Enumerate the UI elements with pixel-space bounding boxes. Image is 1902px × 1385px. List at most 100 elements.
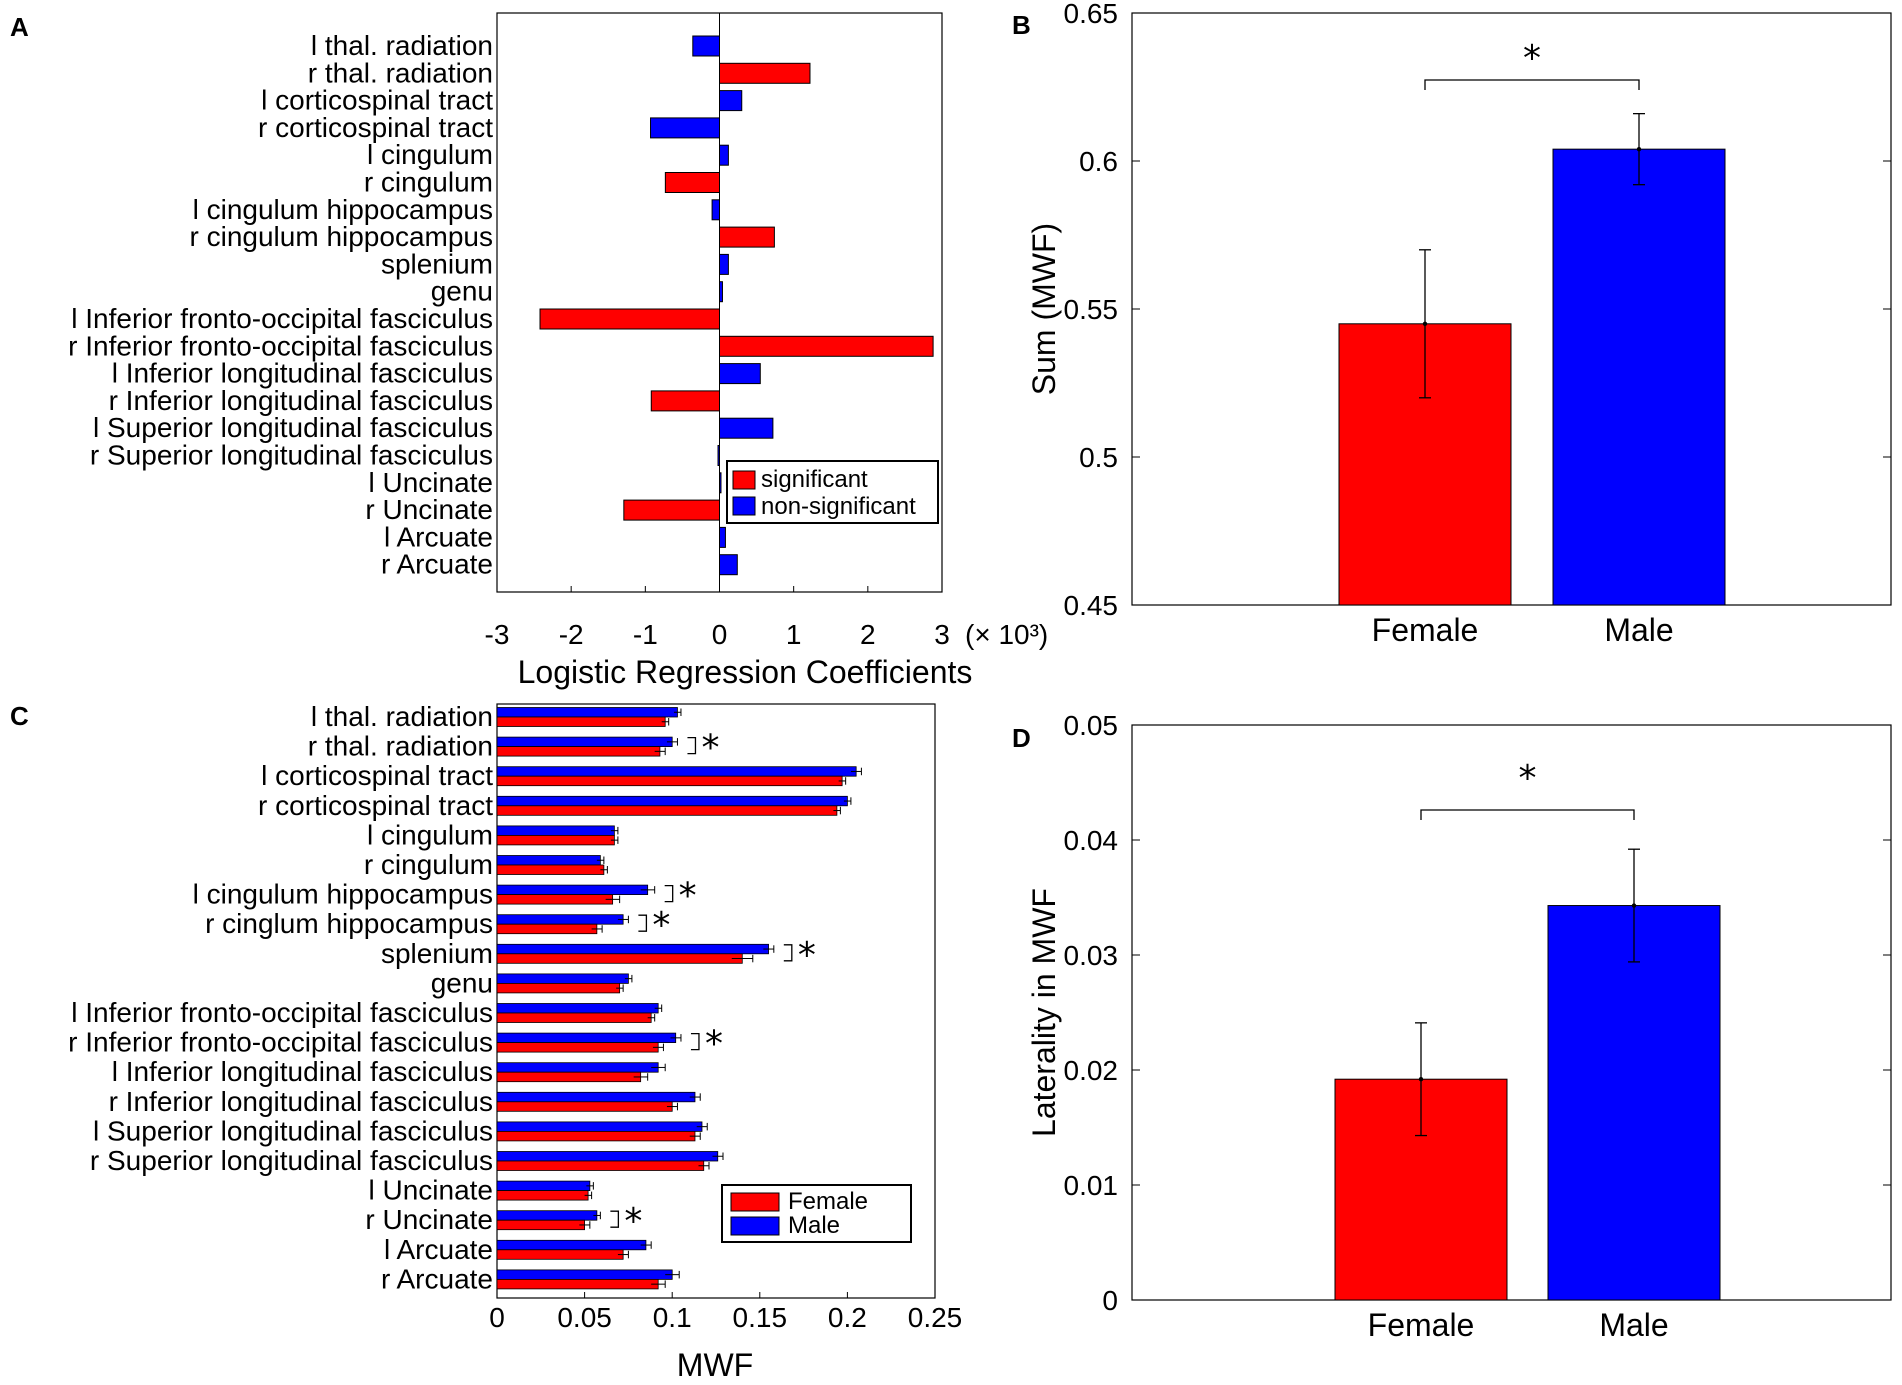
coef-bar	[719, 281, 723, 303]
bar-female	[496, 1190, 589, 1201]
bar-female	[496, 1101, 673, 1112]
significance-bracket	[638, 914, 648, 932]
legend-label-male: Male	[788, 1212, 840, 1239]
category-label: genu	[431, 967, 493, 998]
mean-dot	[1422, 321, 1428, 326]
significance-star: *	[798, 935, 816, 976]
bar-male	[496, 914, 624, 925]
x-axis-title-a: Logistic Regression Coefficients	[518, 654, 973, 690]
coef-bar	[719, 90, 743, 112]
bar-male	[496, 1032, 677, 1043]
x-tick-label: -3	[485, 619, 510, 650]
legend-label-female: Female	[788, 1188, 868, 1215]
bar-female	[496, 716, 666, 727]
significance-bracket	[610, 1210, 620, 1228]
coef-bar	[650, 117, 721, 139]
bar-female	[496, 983, 621, 994]
mean-dot	[1636, 146, 1642, 152]
category-label: genu	[431, 276, 493, 307]
y-tick-label: 0.65	[1064, 0, 1119, 29]
bar-male	[496, 707, 678, 718]
bar-male	[496, 855, 601, 866]
category-label: l Inferior fronto-occipital fasciculus	[71, 997, 493, 1028]
category-label: r Arcuate	[381, 549, 493, 580]
x-tick-label: 0.2	[828, 1302, 867, 1333]
significance-star: *	[1519, 758, 1537, 799]
bar-male	[496, 795, 848, 807]
category-label: r cinglum hippocampus	[205, 908, 493, 939]
category-label: r Inferior longitudinal fasciculus	[109, 1086, 493, 1117]
significance-bracket	[783, 944, 793, 962]
category-label: r Arcuate	[381, 1263, 493, 1294]
bar-male	[1552, 148, 1726, 606]
panel-label-c: C	[10, 701, 29, 731]
axes-frame-d	[1131, 724, 1892, 1301]
bar-male	[496, 1239, 647, 1251]
category-label: l Superior longitudinal fasciculus	[93, 412, 493, 443]
category-label: l cingulum hippocampus	[193, 194, 493, 225]
y-tick-label: 0	[1102, 1285, 1118, 1316]
category-label: l cingulum	[367, 139, 493, 170]
mean-dot	[1631, 903, 1637, 908]
y-tick-label: 0.02	[1064, 1055, 1119, 1086]
bar-male	[496, 825, 615, 836]
legend-swatch-nonsignificant	[732, 496, 756, 516]
x-tick-label: 2	[860, 619, 876, 650]
x-tick-label: 1	[786, 619, 802, 650]
bar-female	[496, 1249, 624, 1260]
coef-bar	[539, 308, 720, 330]
category-label: splenium	[381, 938, 493, 969]
bar-female	[496, 1071, 642, 1083]
coef-bar	[719, 253, 729, 275]
bar-male	[496, 766, 857, 777]
significance-bracket	[687, 736, 697, 755]
y-tick-label: 0.01	[1064, 1170, 1119, 1201]
panel-label-d: D	[1012, 723, 1031, 753]
bar-male	[496, 973, 629, 984]
category-label: r Inferior longitudinal fasciculus	[109, 385, 493, 416]
category-label: r Superior longitudinal fasciculus	[90, 1145, 493, 1176]
bar-male	[496, 1003, 659, 1014]
coef-bar	[664, 172, 721, 193]
x-tick-label: 0.05	[557, 1302, 612, 1333]
x-tick-label: Male	[1599, 1307, 1668, 1343]
bar-male	[496, 1269, 673, 1280]
x-axis-title-c: MWF	[677, 1347, 753, 1383]
coef-bar	[719, 144, 729, 166]
significance-star: *	[679, 876, 697, 917]
coef-bar	[650, 390, 720, 412]
category-label: l corticospinal tract	[261, 85, 493, 116]
coef-bar	[719, 417, 774, 439]
significance-star: *	[652, 905, 670, 946]
bar-female	[496, 864, 605, 875]
category-label: splenium	[381, 248, 493, 279]
y-tick-label: 0.04	[1064, 825, 1119, 856]
category-label: l Uncinate	[368, 467, 493, 498]
bar-male	[496, 1210, 598, 1221]
coef-bar	[692, 35, 720, 57]
x-multiplier: (× 10³)	[965, 619, 1048, 650]
category-label: l Uncinate	[368, 1175, 493, 1206]
legend-swatch-significant	[732, 470, 756, 490]
category-label: l cingulum hippocampus	[193, 879, 493, 910]
category-label: r corticospinal tract	[258, 790, 493, 821]
coef-bar	[717, 445, 720, 466]
x-tick-label: Male	[1604, 612, 1673, 648]
bar-female	[496, 923, 598, 935]
coef-bar	[719, 335, 934, 357]
bar-female	[496, 1042, 659, 1053]
coef-bar	[719, 472, 722, 494]
category-label: l Superior longitudinal fasciculus	[93, 1115, 493, 1146]
y-tick-label: 0.45	[1064, 590, 1119, 621]
category-label: r cingulum	[364, 167, 493, 198]
bar-female	[496, 1279, 659, 1290]
bar-male	[1547, 905, 1721, 1301]
legend-box-a	[726, 460, 939, 524]
coef-bar	[623, 499, 721, 521]
y-tick-label: 0.05	[1064, 710, 1119, 741]
mean-dot	[1418, 1077, 1424, 1082]
bar-female	[496, 775, 843, 787]
category-label: l thal. radiation	[311, 30, 493, 61]
bar-male	[496, 884, 649, 895]
significance-star: *	[705, 1024, 723, 1065]
